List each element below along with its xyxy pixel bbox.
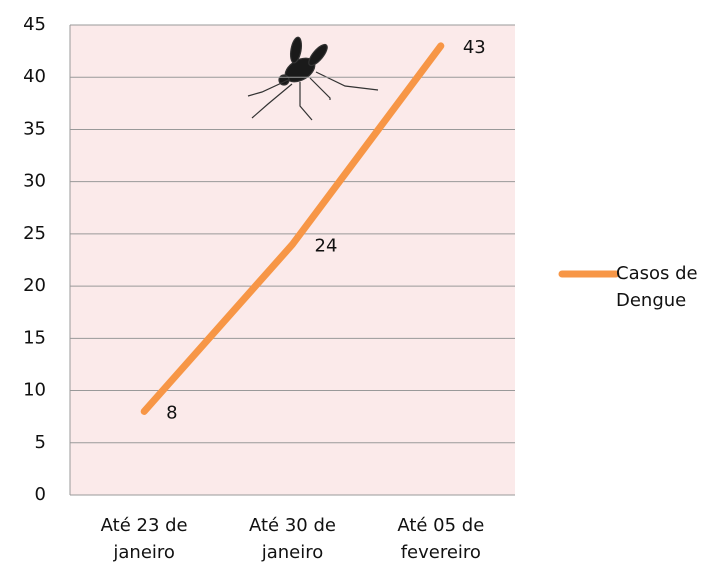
page: 05101520253035404582443 Casos de Dengue … — [0, 0, 718, 566]
y-tick-label: 15 — [23, 327, 46, 348]
legend-label: Casos de Dengue — [616, 260, 716, 314]
plot-area — [70, 25, 515, 495]
y-tick-label: 45 — [23, 14, 46, 35]
y-tick-label: 30 — [23, 171, 46, 192]
y-tick-label: 40 — [23, 66, 46, 87]
y-tick-label: 5 — [35, 432, 46, 453]
x-tick-label: Até 05 de fevereiro — [371, 512, 511, 566]
x-tick-label: Até 23 de janeiro — [74, 512, 214, 566]
chart: 0 5 10 15 20 25 30 35 40 45 8 24 43 — [0, 0, 718, 566]
y-tick-label: 25 — [23, 223, 46, 244]
data-label: 8 — [166, 402, 177, 423]
y-tick-label: 20 — [23, 275, 46, 296]
y-tick-label: 35 — [23, 118, 46, 139]
data-label: 43 — [463, 37, 486, 58]
data-label: 24 — [315, 235, 338, 256]
y-tick-label: 0 — [35, 484, 46, 505]
y-tick-label: 10 — [23, 380, 46, 401]
x-tick-label: Até 30 de janeiro — [223, 512, 363, 566]
